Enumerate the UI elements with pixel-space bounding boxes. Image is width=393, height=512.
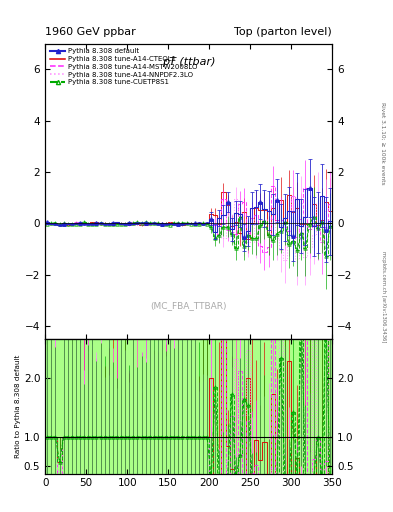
Text: 1960 GeV ppbar: 1960 GeV ppbar	[45, 27, 136, 37]
Text: Top (parton level): Top (parton level)	[234, 27, 332, 37]
Y-axis label: Ratio to Pythia 8.308 default: Ratio to Pythia 8.308 default	[15, 355, 21, 458]
Text: Rivet 3.1.10; ≥ 100k events: Rivet 3.1.10; ≥ 100k events	[381, 102, 386, 185]
Legend: Pythia 8.308 default, Pythia 8.308 tune-A14-CTEQL1, Pythia 8.308 tune-A14-MSTW20: Pythia 8.308 default, Pythia 8.308 tune-…	[49, 47, 199, 87]
Text: pT (ttbar): pT (ttbar)	[162, 57, 215, 67]
Text: (MC_FBA_TTBAR): (MC_FBA_TTBAR)	[151, 301, 227, 310]
Text: mcplots.cern.ch [arXiv:1306.3436]: mcplots.cern.ch [arXiv:1306.3436]	[381, 251, 386, 343]
